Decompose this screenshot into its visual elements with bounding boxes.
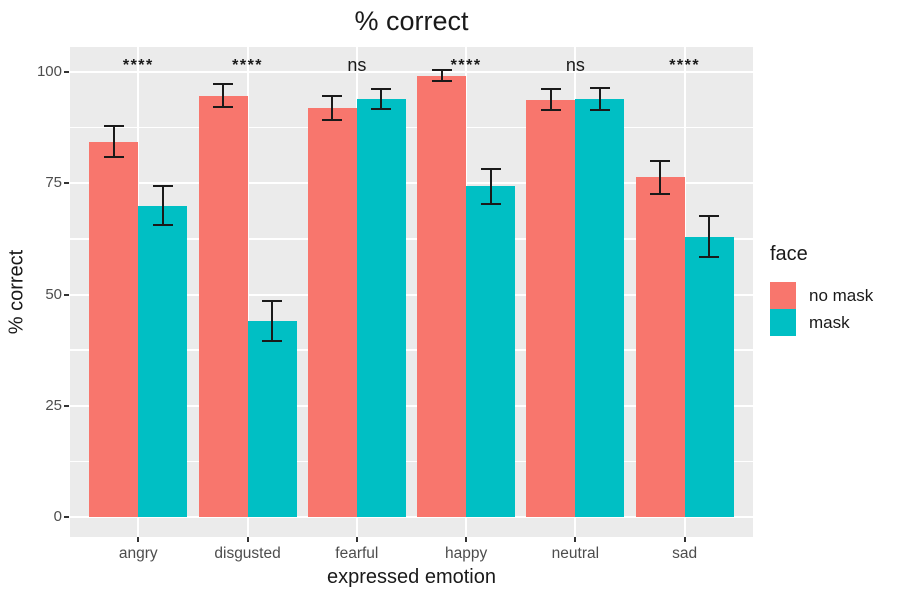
error-bar-cap-bottom-no-mask-fearful (322, 118, 343, 121)
error-bar-cap-top-mask-happy (480, 167, 501, 170)
error-bar-cap-bottom-mask-sad (699, 256, 720, 259)
error-bar-cap-bottom-no-mask-sad (650, 193, 671, 196)
bar-mask-angry (138, 205, 188, 517)
error-bar-line-mask-happy (489, 168, 492, 205)
error-bar-line-no-mask-happy (440, 70, 443, 81)
significance-label-angry: **** (122, 57, 154, 74)
y-tick-label: 75 (45, 174, 62, 192)
y-tick-mark (64, 293, 69, 296)
legend: face no mask mask (770, 243, 873, 336)
y-tick-label: 25 (45, 396, 62, 414)
error-bar-line-mask-fearful (380, 88, 383, 110)
error-bar-line-mask-neutral (598, 88, 601, 111)
bar-mask-fearful (356, 99, 406, 517)
error-bar-cap-top-no-mask-angry (103, 125, 124, 128)
y-tick-label: 50 (45, 285, 62, 303)
gridline-minor-y (70, 460, 753, 463)
gridline-minor-y (70, 126, 753, 129)
x-tick-label-sad: sad (672, 545, 698, 562)
legend-label-no-mask: no mask (809, 285, 874, 305)
x-tick-mark (574, 537, 577, 542)
y-tick-mark (64, 71, 69, 73)
error-bar-cap-top-mask-fearful (371, 87, 392, 90)
legend-label-mask: mask (809, 312, 850, 332)
error-bar-cap-top-mask-sad (699, 215, 720, 218)
x-tick-mark (465, 537, 468, 542)
x-tick-label-disgusted: disgusted (214, 545, 281, 562)
y-tick-label: 100 (36, 63, 62, 80)
legend-item-no-mask: no mask (770, 282, 873, 309)
gridline-major-y (70, 182, 753, 185)
gridline-major-y (70, 71, 753, 73)
bar-no-mask-neutral (526, 99, 576, 517)
error-bar-cap-bottom-mask-angry (152, 223, 173, 226)
x-tick-label-fearful: fearful (335, 545, 379, 562)
y-tick-mark (64, 516, 69, 518)
significance-label-sad: **** (669, 57, 701, 74)
legend-swatch-mask (770, 309, 796, 336)
x-tick-mark (355, 537, 358, 542)
x-tick-mark (246, 537, 249, 542)
significance-label-happy: **** (450, 57, 482, 74)
x-tick-label-neutral: neutral (551, 545, 600, 562)
legend-item-mask: mask (770, 309, 873, 336)
plot-panel: **** **** ns **** ns **** (70, 47, 753, 537)
bar-mask-disgusted (247, 321, 297, 517)
y-tick-mark (64, 182, 69, 185)
error-bar-line-mask-disgusted (271, 301, 274, 342)
significance-label-fearful: ns (347, 55, 367, 75)
error-bar-cap-bottom-no-mask-angry (103, 156, 124, 159)
error-bar-cap-bottom-mask-neutral (589, 109, 610, 112)
error-bar-line-no-mask-neutral (549, 88, 552, 111)
legend-title: face (770, 243, 808, 265)
error-bar-cap-top-mask-disgusted (262, 300, 283, 303)
error-bar-cap-bottom-mask-happy (480, 203, 501, 206)
gridline-major-y (70, 404, 753, 407)
y-tick-mark (64, 404, 69, 407)
y-tick-label: 0 (53, 508, 62, 525)
bar-no-mask-happy (417, 75, 467, 517)
error-bar-cap-top-no-mask-disgusted (213, 83, 234, 86)
bar-mask-happy (466, 186, 516, 517)
error-bar-cap-top-mask-neutral (589, 87, 610, 90)
significance-label-disgusted: **** (232, 57, 264, 74)
bar-no-mask-disgusted (198, 95, 248, 517)
error-bar-cap-top-no-mask-neutral (540, 87, 561, 90)
bar-no-mask-fearful (307, 107, 357, 517)
error-bar-line-no-mask-angry (112, 126, 115, 158)
error-bar-cap-bottom-mask-fearful (371, 108, 392, 111)
significance-label-neutral: ns (565, 55, 585, 75)
error-bar-line-no-mask-sad (659, 160, 662, 195)
gridline-minor-y (70, 238, 753, 240)
x-axis-title: expressed emotion (327, 566, 496, 588)
chart-title: % correct (354, 6, 469, 36)
error-bar-line-no-mask-disgusted (222, 84, 225, 107)
gridline-major-y (70, 293, 753, 296)
gridline-major-y (70, 516, 753, 518)
error-bar-line-mask-sad (708, 216, 711, 258)
error-bar-cap-top-no-mask-happy (431, 69, 452, 72)
error-bar-cap-bottom-mask-disgusted (262, 340, 283, 343)
error-bar-cap-top-mask-angry (152, 185, 173, 188)
error-bar-line-mask-angry (161, 186, 164, 225)
gridline-minor-y (70, 349, 753, 351)
x-tick-mark (683, 537, 686, 542)
error-bar-cap-top-no-mask-sad (650, 159, 671, 162)
bar-mask-sad (684, 236, 734, 517)
error-bar-cap-bottom-no-mask-disgusted (213, 105, 234, 108)
bar-no-mask-sad (635, 177, 685, 517)
x-tick-mark (137, 537, 140, 542)
x-tick-label-happy: happy (444, 545, 488, 562)
bar-mask-neutral (575, 99, 625, 517)
error-bar-cap-bottom-no-mask-happy (431, 79, 452, 82)
error-bar-line-no-mask-fearful (331, 95, 334, 120)
gridline-major-x (246, 47, 249, 537)
x-tick-label-angry: angry (118, 545, 158, 562)
error-bar-cap-top-no-mask-fearful (322, 94, 343, 97)
error-bar-cap-bottom-no-mask-neutral (540, 109, 561, 112)
legend-swatch-no-mask (770, 282, 796, 309)
bar-no-mask-angry (89, 141, 139, 517)
